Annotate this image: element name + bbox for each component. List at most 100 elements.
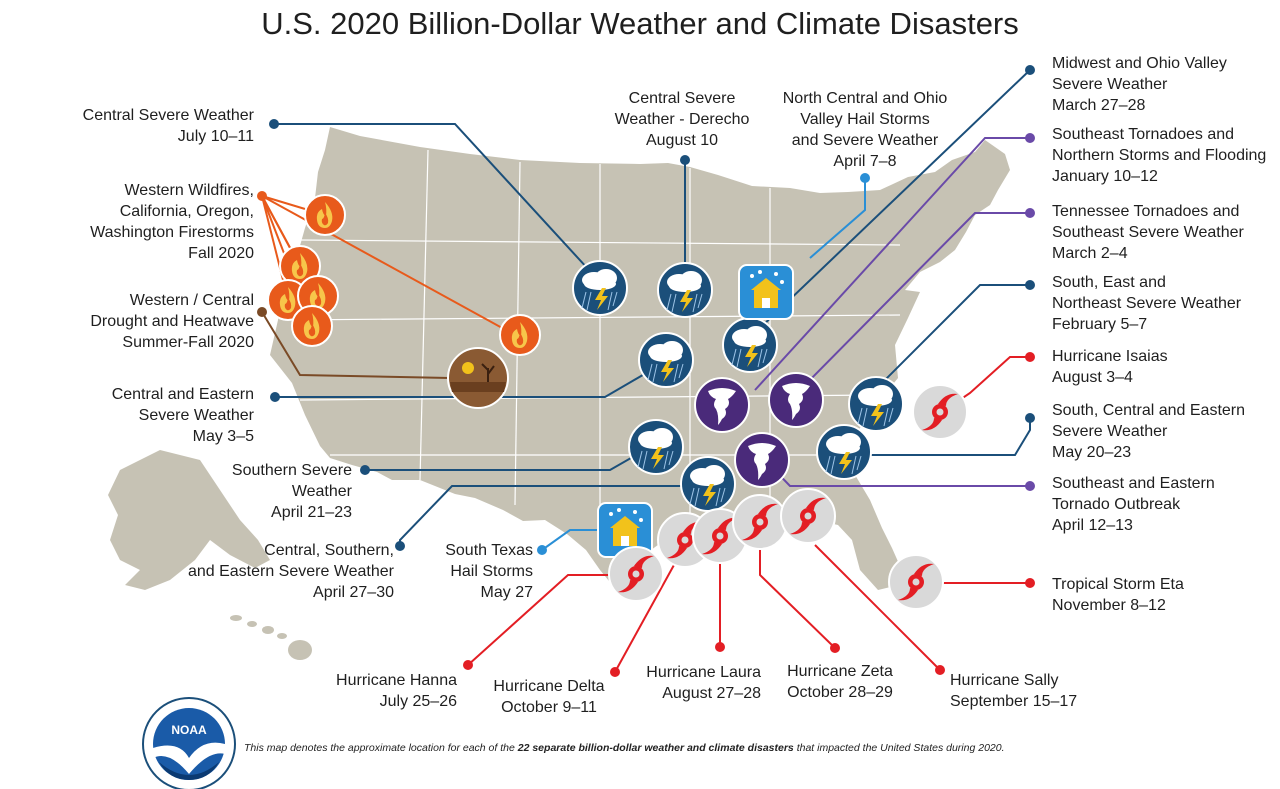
label-line: Hurricane Zeta [787,663,893,680]
label-line: Central and Eastern [111,386,254,403]
label-line: Tornado Outbreak [1052,496,1181,513]
label-western-wildfires: Western Wildfires, California, Oregon, W… [40,180,254,264]
label-delta: Hurricane Delta October 9–11 [478,676,620,718]
label-line: Western Wildfires, [124,182,254,199]
noaa-logo-text: NOAA [171,723,207,737]
severe-storm-icon [816,424,872,480]
label-line: Northern Storms and Flooding [1052,147,1267,164]
label-line: Hurricane Hanna [336,672,457,689]
hurricane-icon [888,554,944,610]
label-line: Washington Firestorms [90,224,254,241]
label-line: Central Severe Weather [82,107,254,124]
drought-icon [447,347,509,409]
label-line: Valley Hail Storms [800,111,930,128]
label-line: October 9–11 [501,699,597,716]
label-line: Hurricane Laura [646,664,761,681]
label-line: Southern Severe [231,462,352,479]
label-line: Central Severe [628,90,736,107]
hail-icon [738,264,794,320]
label-central-severe-jul: Central Severe Weather July 10–11 [40,105,254,147]
label-line: Midwest and Ohio Valley [1052,55,1227,72]
label-north-central-hail: North Central and Ohio Valley Hail Storm… [770,88,960,172]
footnote: This map denotes the approximate locatio… [244,742,1005,754]
footnote-after: that impacted the United States during 2… [793,742,1005,754]
label-eta: Tropical Storm Eta November 8–12 [1052,574,1184,616]
hurricane-icon [608,546,664,602]
footnote-before: This map denotes the approximate locatio… [244,742,518,754]
label-central-eastern-may3: Central and Eastern Severe Weather May 3… [40,384,254,447]
tornado-icon [734,432,790,488]
hawaii-islands [230,615,312,660]
label-line: Hurricane Sally [950,672,1059,689]
label-line: August 3–4 [1052,369,1133,386]
wildfire-icon [304,194,346,236]
label-tennessee-tornadoes: Tennessee Tornadoes and Southeast Severe… [1052,201,1244,264]
label-line: April 7–8 [833,153,897,170]
label-western-drought: Western / Central Drought and Heatwave S… [40,290,254,353]
label-line: Severe Weather [138,407,254,424]
label-line: South Texas [445,542,533,559]
label-line: Southeast Tornadoes and [1052,126,1235,143]
label-line: March 27–28 [1052,97,1146,114]
hurricane-icon [780,488,836,544]
label-line: Hail Storms [450,563,533,580]
hurricane-icon [732,494,788,550]
label-line: January 10–12 [1052,168,1158,185]
wildfire-icon [291,305,333,347]
label-line: May 27 [480,584,533,601]
label-isaias: Hurricane Isaias August 3–4 [1052,346,1168,388]
severe-storm-icon [848,376,904,432]
label-line: California, Oregon, [119,203,254,220]
severe-storm-icon [722,317,778,373]
label-midwest-ohio: Midwest and Ohio Valley Severe Weather M… [1052,53,1227,116]
label-south-central-eastern-may20: South, Central and Eastern Severe Weathe… [1052,400,1245,463]
label-line: and Severe Weather [791,132,939,149]
label-line: Central, Southern, [264,542,394,559]
label-line: Northeast Severe Weather [1052,295,1242,312]
label-hanna: Hurricane Hanna July 25–26 [300,670,457,712]
label-line: Weather [291,483,352,500]
label-line: South, Central and Eastern [1052,402,1246,419]
label-line: Hurricane Isaias [1052,348,1168,365]
alaska-shape [108,450,270,590]
label-line: July 10–11 [177,128,254,145]
map-title: U.S. 2020 Billion-Dollar Weather and Cli… [261,6,1019,41]
severe-storm-icon [657,262,713,318]
label-line: November 8–12 [1052,597,1166,614]
noaa-logo: NOAA [142,697,236,789]
tornado-icon [768,372,824,428]
label-line: Western / Central [129,292,254,309]
label-line: Southeast Severe Weather [1052,224,1244,241]
label-line: April 12–13 [1052,517,1133,534]
label-line: Tropical Storm Eta [1052,576,1184,593]
label-line: August 27–28 [662,685,761,702]
label-line: Drought and Heatwave [90,313,254,330]
label-line: North Central and Ohio [782,90,948,107]
label-line: April 27–30 [313,584,394,601]
label-line: April 21–23 [271,504,352,521]
label-line: South, East and [1052,274,1166,291]
label-line: Severe Weather [1052,76,1168,93]
label-line: Tennessee Tornadoes and [1052,203,1240,220]
label-line: October 28–29 [787,684,893,701]
label-south-east-northeast-feb: South, East and Northeast Severe Weather… [1052,272,1241,335]
label-line: May 3–5 [192,428,254,445]
label-line: Summer-Fall 2020 [122,334,254,351]
label-southeast-eastern-tornado-apr12: Southeast and Eastern Tornado Outbreak A… [1052,473,1215,536]
severe-storm-icon [628,419,684,475]
label-line: August 10 [645,132,719,149]
footnote-bold: 22 separate billion-dollar weather and c… [517,742,794,754]
label-line: Fall 2020 [188,245,254,262]
label-line: Severe Weather [1052,423,1168,440]
severe-storm-icon [572,260,628,316]
hurricane-icon [912,384,968,440]
label-line: September 15–17 [950,693,1078,710]
severe-storm-icon [680,456,736,512]
label-line: July 25–26 [379,693,457,710]
leader-dots [257,65,1035,677]
tornado-icon [694,377,750,433]
label-line: March 2–4 [1052,245,1128,262]
label-laura: Hurricane Laura August 27–28 [630,662,761,704]
wildfire-icon [499,314,541,356]
